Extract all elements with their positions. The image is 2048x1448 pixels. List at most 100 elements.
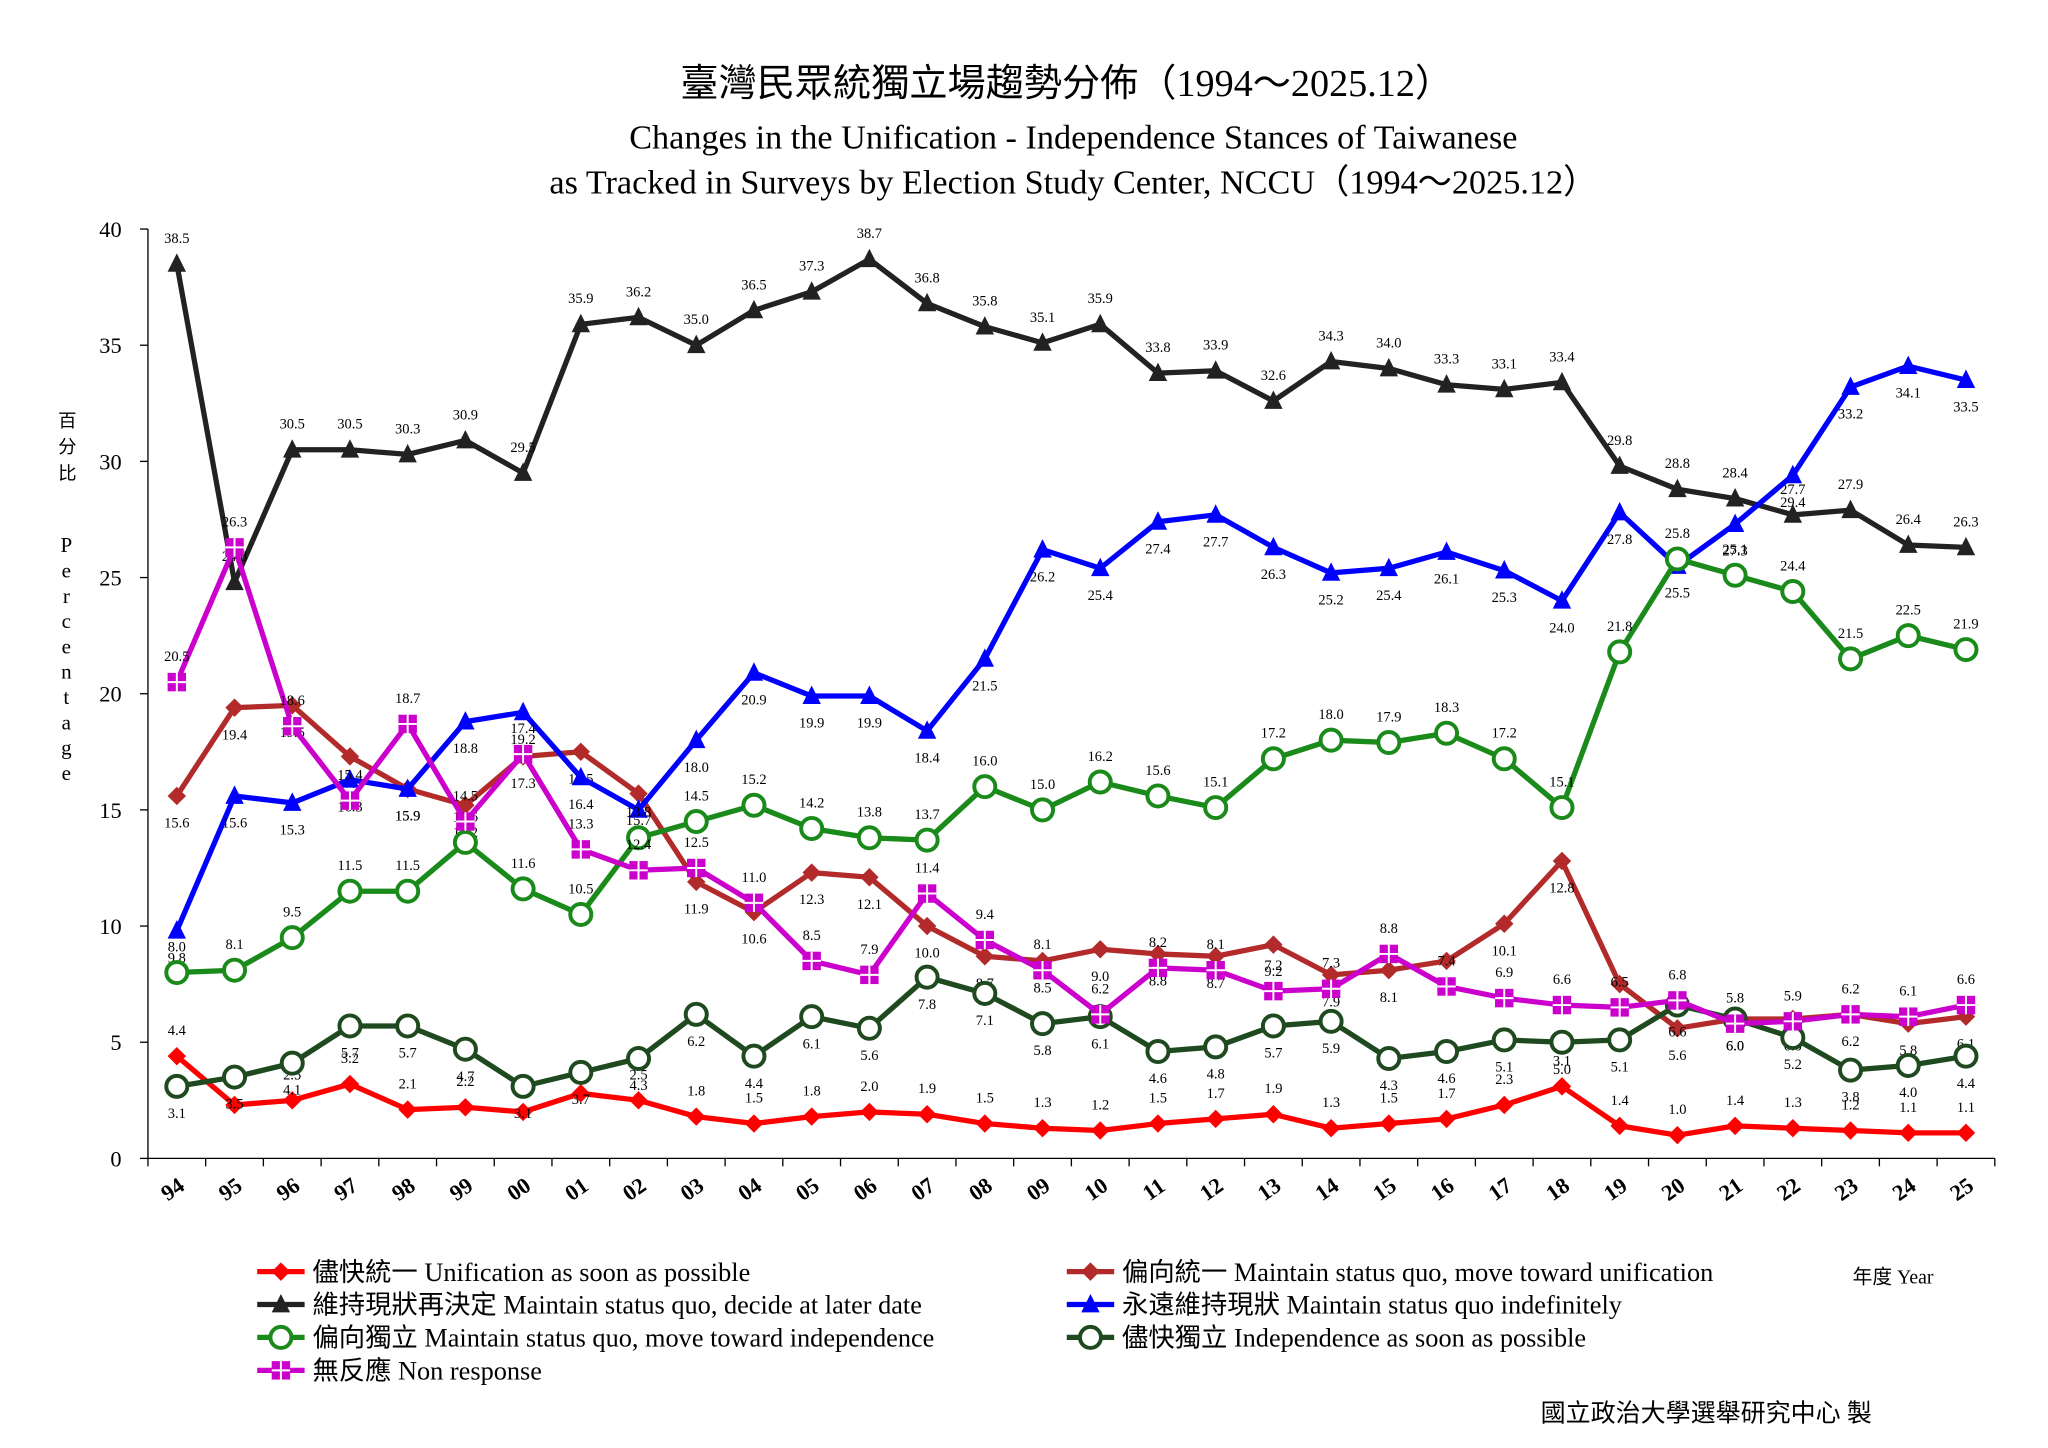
data-label: 5.9 xyxy=(1322,1041,1340,1057)
marker xyxy=(513,744,533,764)
data-label: 8.5 xyxy=(803,928,821,944)
data-label: 15.6 xyxy=(222,816,247,832)
data-label: 1.4 xyxy=(1611,1093,1630,1109)
marker xyxy=(1437,541,1456,560)
marker xyxy=(167,672,187,692)
data-label: 37.3 xyxy=(799,259,824,275)
x-tick-label: 22 xyxy=(1772,1172,1805,1205)
marker xyxy=(972,980,998,1006)
marker xyxy=(1725,513,1745,533)
x-tick-label: 04 xyxy=(733,1172,766,1205)
marker xyxy=(1203,1034,1229,1060)
data-label: 26.3 xyxy=(1261,567,1286,583)
data-label: 21.5 xyxy=(1838,626,1863,642)
marker xyxy=(914,827,940,853)
data-label: 1.4 xyxy=(1726,1093,1745,1109)
data-label: 25.2 xyxy=(1318,593,1343,609)
marker xyxy=(1491,1027,1517,1053)
x-tick-label: 96 xyxy=(272,1172,305,1205)
marker xyxy=(741,1043,767,1069)
marker xyxy=(1318,1008,1344,1034)
x-tick-label: 16 xyxy=(1426,1172,1459,1205)
series-line xyxy=(174,256,1967,585)
data-label: 1.9 xyxy=(1264,1081,1282,1097)
data-label: 6.2 xyxy=(1841,1034,1859,1050)
marker xyxy=(1264,390,1283,409)
marker xyxy=(1321,350,1341,370)
data-label: 5.8 xyxy=(1726,991,1744,1007)
data-label: 13.8 xyxy=(857,805,882,821)
marker xyxy=(917,292,937,312)
marker xyxy=(395,878,421,904)
marker xyxy=(860,965,879,985)
marker xyxy=(744,893,764,913)
data-label: 6.8 xyxy=(1668,967,1686,983)
y-axis-label: 百分比 xyxy=(56,411,76,490)
marker xyxy=(1033,1118,1052,1138)
marker xyxy=(1091,1121,1110,1140)
marker xyxy=(1956,536,1976,556)
marker xyxy=(271,1262,291,1281)
marker xyxy=(510,876,536,902)
marker xyxy=(802,951,821,971)
marker-cross xyxy=(398,714,417,734)
data-label: 6.1 xyxy=(1091,1036,1109,1052)
marker xyxy=(510,1073,536,1099)
marker xyxy=(398,1100,417,1119)
x-tick-label: 00 xyxy=(502,1172,535,1205)
data-label: 2.0 xyxy=(860,1079,878,1095)
data-label: 1.5 xyxy=(1380,1090,1398,1106)
data-label: 9.5 xyxy=(283,905,301,921)
marker xyxy=(1091,940,1110,959)
data-label: 22.5 xyxy=(1896,603,1921,619)
marker xyxy=(1091,1005,1110,1024)
data-label: 30.5 xyxy=(280,417,305,433)
x-tick-label: 21 xyxy=(1714,1172,1747,1205)
chart-subtitle: Changes in the Unification - Independenc… xyxy=(629,120,1517,157)
data-label: 14.5 xyxy=(684,788,709,804)
marker-cross xyxy=(1841,1005,1860,1024)
marker xyxy=(337,878,363,904)
marker xyxy=(1206,360,1225,379)
data-label: 1.2 xyxy=(1841,1097,1859,1113)
x-tick-label: 97 xyxy=(329,1172,362,1205)
marker xyxy=(1838,646,1864,672)
marker xyxy=(1780,578,1806,605)
marker xyxy=(629,861,648,880)
marker xyxy=(1668,1019,1687,1038)
data-label: 36.8 xyxy=(914,270,939,286)
marker xyxy=(744,1114,764,1133)
marker-cross xyxy=(1379,944,1399,964)
data-label: 17.2 xyxy=(1261,726,1286,742)
data-label: 10.0 xyxy=(914,946,939,962)
data-label: 18.8 xyxy=(453,741,478,757)
marker xyxy=(802,281,821,300)
data-label: 4.4 xyxy=(1957,1076,1976,1092)
marker xyxy=(629,1091,648,1110)
marker xyxy=(340,439,360,458)
marker xyxy=(1495,560,1514,579)
data-label: 6.2 xyxy=(1841,981,1859,997)
marker xyxy=(1206,947,1225,966)
marker xyxy=(1379,944,1399,964)
marker xyxy=(1725,488,1745,507)
marker xyxy=(1264,981,1283,1001)
data-label: 1.5 xyxy=(976,1090,994,1106)
data-label: 13.8 xyxy=(626,805,651,821)
marker xyxy=(1087,769,1113,795)
marker xyxy=(917,1105,937,1124)
data-label: 5.1 xyxy=(1495,1060,1513,1076)
series-line xyxy=(175,1054,1966,1138)
data-label: 18.0 xyxy=(684,760,709,776)
marker xyxy=(398,443,417,463)
marker-cross xyxy=(456,812,475,831)
data-label: 15.0 xyxy=(1030,777,1055,793)
marker xyxy=(1610,998,1629,1017)
marker-cross xyxy=(1552,995,1572,1015)
marker-cross xyxy=(1956,995,1976,1015)
data-label: 1.3 xyxy=(1322,1095,1340,1111)
marker xyxy=(225,785,244,804)
marker xyxy=(860,868,879,887)
marker xyxy=(456,1098,475,1117)
marker xyxy=(1030,797,1056,823)
